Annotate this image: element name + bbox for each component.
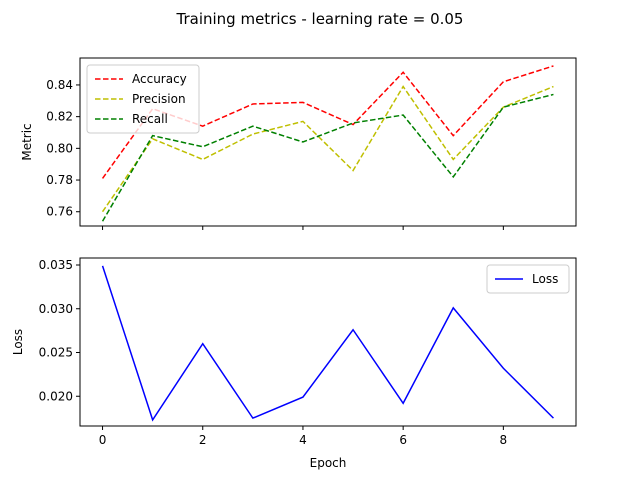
metrics-panel: 0.76 0.78 0.80 0.82 0.84 Metric Accuracy Precis… [20, 57, 577, 230]
series-line-precision [101, 85, 554, 213]
y-tick-label: 0.78 [46, 173, 73, 187]
legend-label: Loss [532, 272, 558, 286]
x-axis-label: Epoch [310, 456, 347, 470]
y-tick-label: 0.82 [46, 110, 73, 124]
y-tick-label: 0.80 [46, 141, 73, 155]
y-tick-label: 0.025 [39, 346, 73, 360]
y-tick-label: 0.035 [39, 258, 73, 272]
y-axis-label: Metric [20, 123, 34, 160]
y-axis-label: Loss [11, 329, 25, 355]
axes-frame [79, 257, 577, 427]
loss-panel: 0 2 4 6 8 0.020 0.025 0.030 0.035 Loss Loss [11, 257, 577, 447]
x-tick-label: 8 [500, 433, 508, 447]
x-tick-label: 6 [399, 433, 407, 447]
x-tick-label: 2 [199, 433, 207, 447]
x-tick-label: 4 [299, 433, 307, 447]
legend: Loss [486, 264, 570, 294]
y-tick-label: 0.76 [46, 205, 73, 219]
series-line-recall [101, 93, 554, 222]
series-line-loss [101, 265, 554, 422]
legend-box [486, 264, 570, 294]
y-tick-label: 0.84 [46, 78, 73, 92]
chart-title: Training metrics - learning rate = 0.05 [176, 10, 464, 28]
legend-label: Accuracy [132, 72, 187, 86]
legend-label: Precision [132, 92, 186, 106]
axes-frame [79, 57, 577, 227]
legend-box [86, 64, 200, 134]
y-tick-label: 0.020 [39, 389, 73, 403]
legend: Accuracy Precision Recall [86, 64, 200, 134]
x-tick-label: 0 [99, 433, 107, 447]
y-tick-label: 0.030 [39, 302, 73, 316]
legend-label: Recall [132, 112, 168, 126]
